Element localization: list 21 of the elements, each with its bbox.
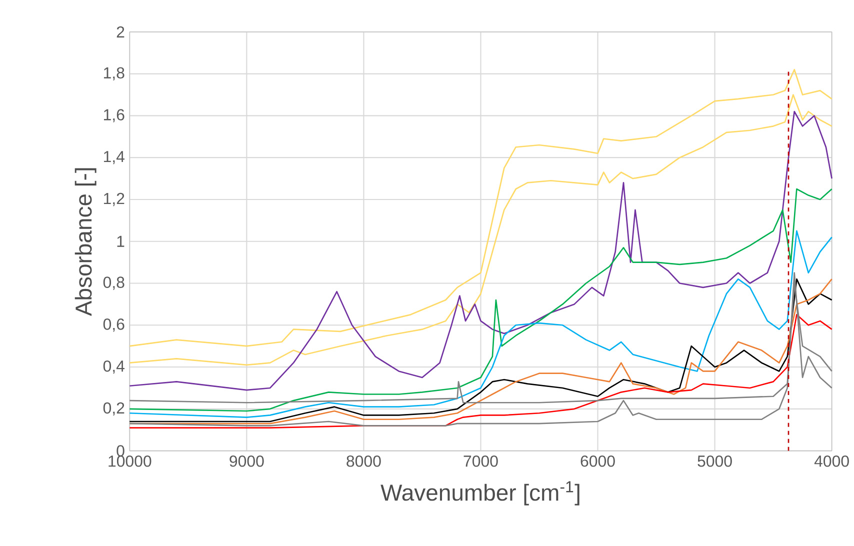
x-tick-label: 4000: [814, 456, 849, 468]
x-tick-label: 10000: [108, 456, 152, 468]
y-tick-label: 0,4: [103, 360, 124, 374]
y-tick-label: 1: [117, 236, 124, 248]
x-tick-label: 8000: [346, 456, 381, 468]
x-axis-title: Wavenumber [cm$^{-1}$]: [380, 481, 580, 506]
y-axis-title: Absorbance [-]: [74, 168, 96, 316]
y-tick-label: 1,4: [104, 151, 124, 164]
y-tick-label: 1,2: [104, 193, 124, 206]
y-tick-label: 1,8: [104, 67, 124, 81]
x-tick-label: 5000: [698, 456, 732, 468]
y-tick-label: 0,6: [103, 318, 124, 332]
y-tick-label: 0,8: [103, 276, 124, 290]
line-series: [128, 230, 832, 418]
y-tick-label: 1,6: [104, 109, 124, 123]
x-tick-label: 9000: [230, 456, 264, 468]
y-tick-label: 0,2: [103, 402, 124, 416]
x-tick-label: 6000: [580, 456, 615, 468]
x-tick-label: 7000: [464, 456, 498, 468]
y-tick-label: 2: [116, 26, 124, 38]
line-series: [128, 188, 832, 412]
